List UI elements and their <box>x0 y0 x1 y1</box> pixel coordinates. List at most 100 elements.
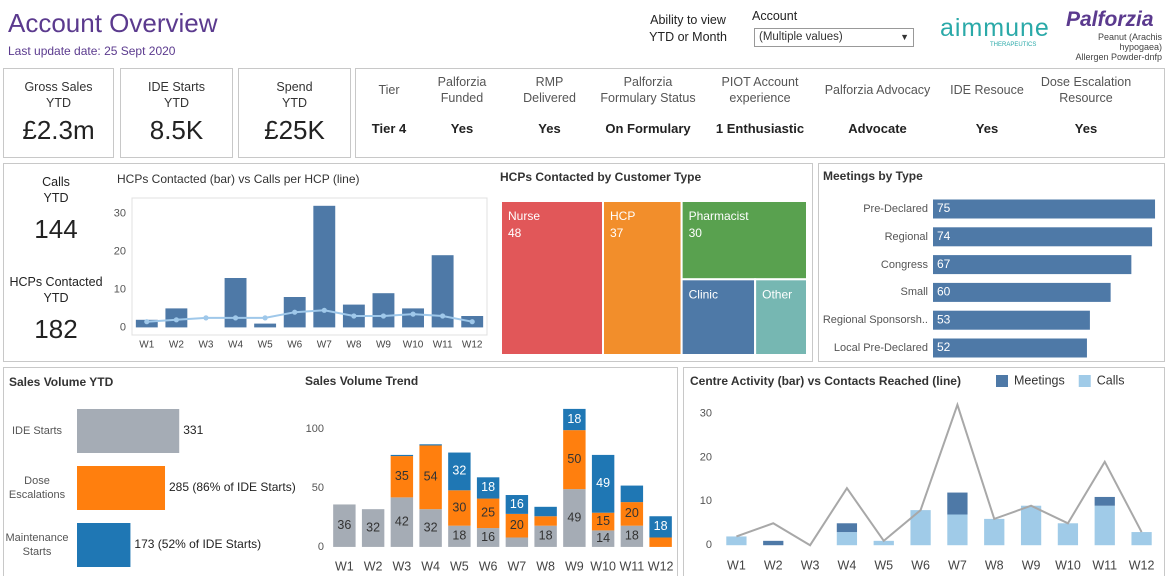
x-tick-label: W3 <box>393 559 412 573</box>
bar <box>534 516 557 526</box>
x-tick-label: W8 <box>536 559 555 573</box>
attribute-value: Yes <box>975 121 999 136</box>
bar <box>77 466 166 510</box>
treemap-label: Other <box>762 287 792 301</box>
x-tick-label: W10 <box>590 559 616 573</box>
bar-value-label: 18 <box>539 529 553 543</box>
x-tick-label: W7 <box>508 559 527 573</box>
bar-value-label: 20 <box>625 506 639 520</box>
chart-title: HCPs Contacted by Customer Type <box>500 170 702 184</box>
plot-frame <box>131 197 488 336</box>
x-tick-label: W4 <box>228 340 243 351</box>
y-tick-label: Regional <box>884 230 928 243</box>
bar <box>984 518 1005 546</box>
stat-label: Calls YTD <box>42 175 70 205</box>
bar <box>947 492 968 515</box>
x-tick-label: W6 <box>911 558 930 572</box>
bar <box>763 540 784 546</box>
subtitle: Last update date: 25 Sept 2020 <box>8 44 176 58</box>
line-point <box>144 319 150 325</box>
bar <box>947 514 968 546</box>
view-note: Ability to view YTD or Month <box>649 13 727 44</box>
account-dropdown[interactable]: (Multiple values) ▼ <box>754 28 914 47</box>
bar <box>591 454 615 513</box>
bar <box>563 430 586 490</box>
x-tick-label: W11 <box>619 559 644 573</box>
attribute-label: Dose Escalation Resource <box>1040 75 1132 105</box>
legend-label: Calls <box>1097 373 1125 387</box>
bar <box>933 282 1111 302</box>
bar-value-label: 74 <box>937 229 951 243</box>
x-tick-label: W3 <box>801 558 820 572</box>
bar-value-label: 42 <box>395 514 409 528</box>
legend-label: Meetings <box>1014 373 1065 387</box>
treemap-cell <box>754 278 808 356</box>
bar <box>402 308 424 328</box>
bar <box>313 205 336 328</box>
bar <box>563 408 586 431</box>
bar-value-label: 53 <box>937 312 951 326</box>
attribute-value: Yes <box>538 121 561 136</box>
bar <box>836 532 858 546</box>
y-tick-label: 10 <box>114 283 126 295</box>
treemap-cell <box>602 200 683 356</box>
bar-value-label: 67 <box>937 257 951 271</box>
line <box>736 401 1143 547</box>
bar-value-label: 18 <box>481 480 495 494</box>
attribute-label: IDE Resouce <box>950 83 1024 97</box>
bar <box>836 523 858 533</box>
bar <box>620 485 644 503</box>
kpi-card: Spend YTD £25K <box>238 68 351 158</box>
bar <box>591 530 615 547</box>
attribute-value: 1 Enthusiastic <box>715 121 805 136</box>
bar <box>77 523 131 567</box>
y-tick-label: 0 <box>706 539 712 551</box>
chart-title: Centre Activity (bar) vs Contacts Reache… <box>690 374 961 388</box>
x-tick-label: W5 <box>258 340 273 351</box>
x-tick-label: W9 <box>1022 558 1041 572</box>
attribute-label: Palforzia Funded <box>437 75 487 105</box>
bar <box>563 489 586 547</box>
bar-value-label: 30 <box>452 500 466 514</box>
attribute-label: Palforzia Formulary Status <box>600 75 696 105</box>
y-tick-label: Maintenance Starts <box>5 532 69 558</box>
bar <box>933 199 1156 219</box>
attribute: Palforzia Advocacy Advocate <box>821 69 934 157</box>
dropdown-value: (Multiple values) <box>759 31 843 43</box>
bar <box>505 513 529 538</box>
bar-value-label: 60 <box>937 285 951 299</box>
treemap-value: 30 <box>689 226 703 240</box>
x-tick-label: W12 <box>1129 558 1155 572</box>
bar-value-label: 75 <box>937 201 951 215</box>
bar-value-label: 18 <box>567 412 581 426</box>
line-point <box>232 315 239 321</box>
attribute-label: RMP Delivered <box>523 75 576 105</box>
bar <box>372 293 395 328</box>
x-tick-label: W9 <box>565 559 584 573</box>
legend-swatch <box>1078 375 1091 387</box>
x-tick-label: W5 <box>874 558 893 572</box>
y-tick-label: 100 <box>306 423 324 435</box>
account-label: Account <box>752 9 798 23</box>
x-tick-label: W11 <box>1092 558 1117 572</box>
x-tick-label: W3 <box>198 340 213 351</box>
bar <box>620 502 644 526</box>
line-point <box>262 315 268 321</box>
bar <box>390 454 414 457</box>
bar <box>448 452 471 491</box>
bar <box>534 506 557 517</box>
bar <box>419 509 442 547</box>
bar-value-label: 14 <box>596 531 610 545</box>
bar <box>1057 523 1079 546</box>
bar-value-label: 50 <box>567 452 581 466</box>
x-tick-label: W10 <box>403 340 424 351</box>
x-tick-label: W1 <box>335 559 354 573</box>
bar <box>1094 496 1115 506</box>
bar-value-label: 16 <box>481 530 495 544</box>
x-tick-label: W5 <box>450 559 469 573</box>
bar-value-label: 18 <box>654 519 668 533</box>
stat-label: HCPs Contacted YTD <box>9 275 103 305</box>
kpi-label: Gross Sales YTD <box>24 80 93 110</box>
bar <box>476 498 500 529</box>
bar-value-label: 32 <box>452 464 466 478</box>
